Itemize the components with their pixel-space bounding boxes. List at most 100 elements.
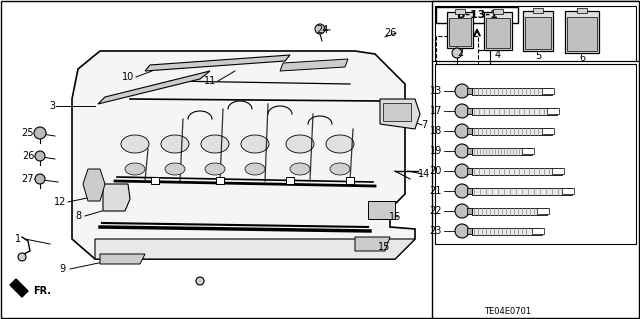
Bar xyxy=(577,8,587,13)
Bar xyxy=(472,188,572,195)
Text: 26: 26 xyxy=(22,151,34,161)
Bar xyxy=(467,148,472,154)
Bar xyxy=(467,188,472,194)
Ellipse shape xyxy=(165,163,185,175)
Bar xyxy=(486,18,510,48)
Circle shape xyxy=(455,224,469,238)
Bar xyxy=(449,18,471,46)
Bar xyxy=(472,227,542,234)
Bar xyxy=(467,108,472,114)
Bar xyxy=(432,1,639,318)
Text: 2: 2 xyxy=(457,48,463,58)
Circle shape xyxy=(35,174,45,184)
Text: TE04E0701: TE04E0701 xyxy=(484,307,532,315)
Bar xyxy=(286,177,294,184)
Bar xyxy=(467,88,472,94)
Circle shape xyxy=(196,277,204,285)
Text: B-13-1: B-13-1 xyxy=(456,10,497,20)
Text: 9: 9 xyxy=(59,264,65,274)
Ellipse shape xyxy=(201,135,229,153)
Text: 1: 1 xyxy=(15,234,21,244)
Bar xyxy=(383,103,411,121)
Bar xyxy=(436,7,518,23)
Text: 18: 18 xyxy=(429,126,442,136)
Bar xyxy=(467,208,472,214)
Text: 22: 22 xyxy=(429,206,442,216)
Circle shape xyxy=(18,253,26,261)
Circle shape xyxy=(34,127,46,139)
Text: 14: 14 xyxy=(418,169,430,179)
Polygon shape xyxy=(103,184,130,211)
Bar xyxy=(522,148,534,154)
Polygon shape xyxy=(83,169,105,201)
Circle shape xyxy=(35,151,45,161)
Bar xyxy=(467,228,472,234)
Bar xyxy=(472,147,532,154)
Bar xyxy=(562,188,574,194)
Bar xyxy=(537,208,549,214)
Bar xyxy=(435,6,636,61)
Circle shape xyxy=(315,24,325,34)
Text: FR.: FR. xyxy=(33,286,51,296)
Text: 7: 7 xyxy=(421,120,427,130)
Polygon shape xyxy=(10,279,28,297)
Bar xyxy=(70,19,430,279)
Text: 27: 27 xyxy=(22,174,35,184)
Ellipse shape xyxy=(245,163,265,175)
Ellipse shape xyxy=(241,135,269,153)
Polygon shape xyxy=(368,201,395,219)
Bar xyxy=(547,108,559,114)
Text: 20: 20 xyxy=(429,166,442,176)
Circle shape xyxy=(452,48,462,58)
Polygon shape xyxy=(380,99,420,129)
Bar xyxy=(436,36,478,64)
Text: 13: 13 xyxy=(429,86,442,96)
Polygon shape xyxy=(98,71,210,104)
Text: 12: 12 xyxy=(54,197,66,207)
Bar xyxy=(472,128,552,135)
Polygon shape xyxy=(145,55,290,71)
Bar xyxy=(151,177,159,184)
Ellipse shape xyxy=(290,163,310,175)
Bar xyxy=(447,12,473,48)
Ellipse shape xyxy=(161,135,189,153)
Bar xyxy=(533,8,543,13)
Bar xyxy=(346,177,354,184)
Ellipse shape xyxy=(121,135,149,153)
Text: 23: 23 xyxy=(429,226,442,236)
Bar xyxy=(552,168,564,174)
Bar xyxy=(467,168,472,174)
Text: 3: 3 xyxy=(49,101,55,111)
Bar xyxy=(567,17,597,51)
Bar xyxy=(493,9,503,14)
Text: 5: 5 xyxy=(535,51,541,61)
Text: 24: 24 xyxy=(316,25,328,35)
Circle shape xyxy=(455,164,469,178)
Circle shape xyxy=(455,104,469,118)
Bar xyxy=(435,64,636,244)
Text: 6: 6 xyxy=(579,53,585,63)
Bar xyxy=(472,167,562,174)
Bar xyxy=(542,128,554,134)
Bar xyxy=(455,9,465,14)
Text: 19: 19 xyxy=(429,146,442,156)
Bar xyxy=(523,11,553,51)
Ellipse shape xyxy=(205,163,225,175)
Text: 15: 15 xyxy=(378,242,390,252)
Bar xyxy=(484,12,512,50)
Text: 10: 10 xyxy=(122,72,134,82)
Text: 21: 21 xyxy=(429,186,442,196)
Bar xyxy=(525,17,551,49)
Text: 17: 17 xyxy=(429,106,442,116)
Text: 25: 25 xyxy=(22,128,35,138)
Bar xyxy=(467,128,472,134)
Bar xyxy=(216,177,224,184)
Polygon shape xyxy=(355,237,390,251)
Ellipse shape xyxy=(326,135,354,153)
Ellipse shape xyxy=(330,163,350,175)
Text: 8: 8 xyxy=(75,211,81,221)
Circle shape xyxy=(455,124,469,138)
Circle shape xyxy=(455,84,469,98)
Text: 11: 11 xyxy=(204,76,216,86)
Polygon shape xyxy=(280,59,348,71)
